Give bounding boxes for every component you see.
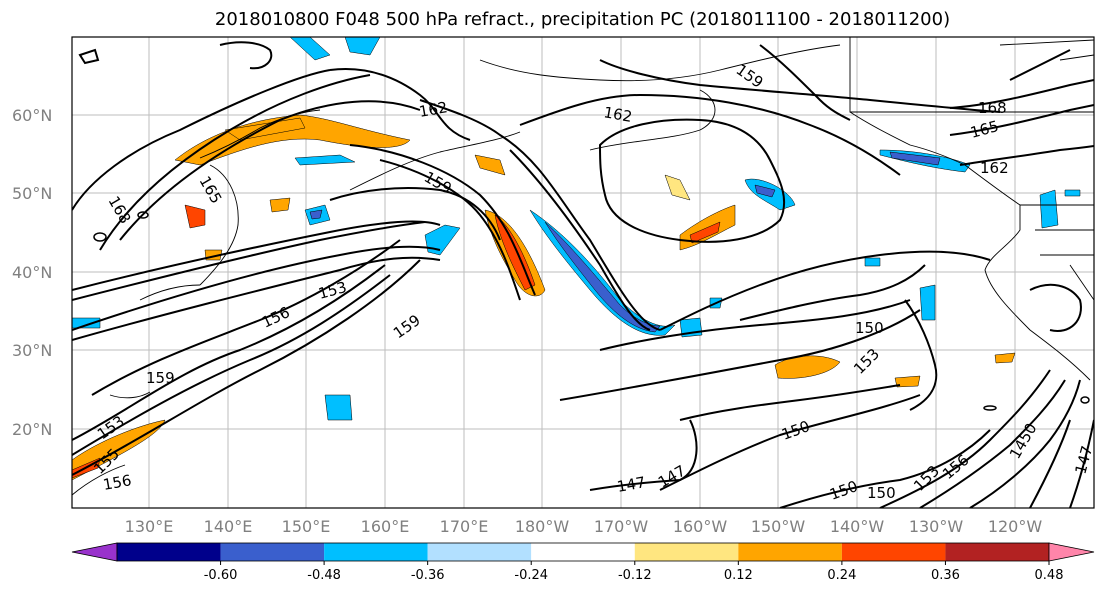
lat-label: 30°N [12,341,52,360]
lon-label: 170°W [594,517,649,536]
lon-label: 170°E [440,517,489,536]
contour-label: 162 [980,159,1009,177]
colorbar-tick-label: -0.60 [204,568,238,583]
contour-label: 147 [616,473,647,496]
colorbar-ticks: -0.60 -0.48 -0.36 -0.24 -0.12 0.12 0.24 0.36 0.4… [204,561,1064,583]
colorbar-segments [116,542,1050,562]
map-title: 2018010800 F048 500 hPa refract., precip… [214,9,951,30]
longitude-labels: 130°E 140°E 150°E 160°E 170°E 180°W 170°… [125,517,1043,536]
lon-label: 120°W [988,517,1043,536]
contour-label: 168 [978,99,1007,117]
colorbar-segment [324,543,428,561]
colorbar-segment [945,543,1049,561]
colorbar-segment [117,543,221,561]
colorbar: -0.60 -0.48 -0.36 -0.24 -0.12 0.12 0.24 0.36 0.4… [71,542,1095,583]
lon-label: 130°E [125,517,174,536]
contour-blobs [93,211,1090,411]
contour-label: 162 [602,103,633,126]
lat-label: 20°N [12,420,52,439]
contour-label: 162 [418,98,449,121]
lon-label: 150°E [282,517,331,536]
colorbar-segment [427,543,532,561]
latitude-labels: 60°N 50°N 40°N 30°N 20°N [12,106,52,439]
lon-label: 150°W [751,517,806,536]
colorbar-tick-label: -0.36 [411,568,445,583]
lon-label: 160°W [673,517,728,536]
colorbar-tick-label: 0.48 [1035,568,1064,583]
lon-label: 140°W [830,517,885,536]
lat-label: 50°N [12,184,52,203]
lon-label: 140°E [204,517,253,536]
contour-label: 150 [855,319,884,337]
map-border [71,36,1095,509]
lon-label: 160°E [361,517,410,536]
colorbar-segment [738,543,842,561]
colorbar-tick-label: -0.24 [514,568,548,583]
colorbar-extend-high [1048,542,1095,562]
refractivity-contours [72,41,1094,508]
positive-precip-shading [72,114,1016,481]
colorbar-segment [634,543,739,561]
negative-precip-shading [72,37,1081,421]
colorbar-segment [220,543,325,561]
colorbar-tick-label: 0.24 [827,568,856,583]
colorbar-tick-label: -0.12 [618,568,652,583]
colorbar-extend-low [71,542,118,562]
lat-label: 40°N [12,263,52,282]
lon-label: 180°W [515,517,570,536]
contour-label: 156 [102,471,133,494]
colorbar-tick-label: -0.48 [307,568,341,583]
colorbar-segment [531,543,635,561]
coastlines [72,37,1094,496]
contour-label: 147 [1071,444,1096,476]
contour-label: 150 [867,484,896,502]
lon-label: 130°W [909,517,964,536]
lat-label: 60°N [12,106,52,125]
colorbar-tick-label: 0.12 [724,568,753,583]
colorbar-segment [841,543,946,561]
contour-label: 159 [146,369,175,387]
colorbar-tick-label: 0.36 [931,568,960,583]
